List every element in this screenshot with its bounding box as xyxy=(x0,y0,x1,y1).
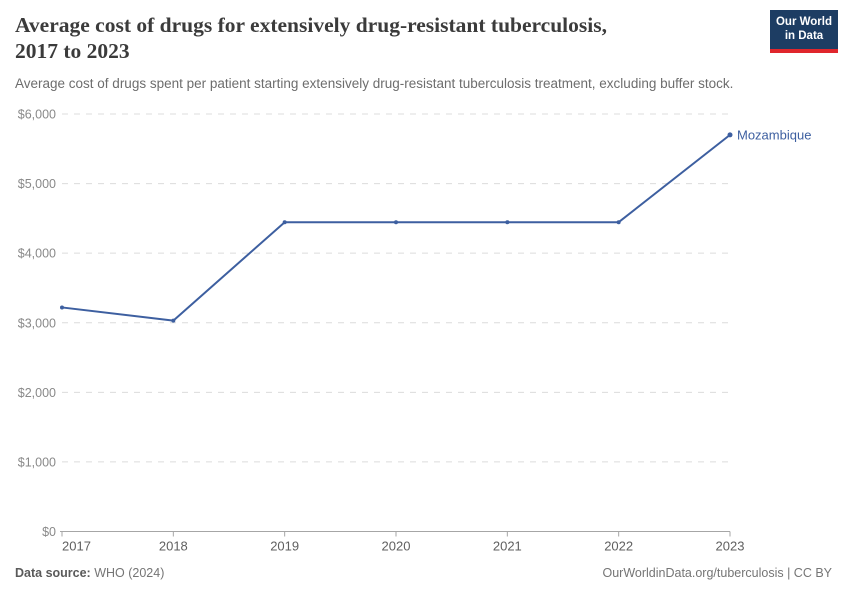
data-source-label: Data source: xyxy=(15,566,91,580)
data-point[interactable] xyxy=(394,220,398,225)
chart-footer: Data source: WHO (2024) OurWorldinData.o… xyxy=(15,566,832,580)
y-axis-label: $6,000 xyxy=(18,108,56,122)
line-chart[interactable]: $0 $1,000 $2,000 $3,000 $4,000 $5,000 $6,000 20… xyxy=(0,100,850,560)
chart-title-line2: 2017 to 2023 xyxy=(15,39,130,63)
series-line[interactable] xyxy=(61,133,731,322)
data-point[interactable] xyxy=(727,132,733,138)
x-axis-label: 2018 xyxy=(159,539,188,554)
y-axis-label: $3,000 xyxy=(18,316,56,330)
data-point[interactable] xyxy=(616,220,621,225)
data-source-value: WHO (2024) xyxy=(94,566,165,580)
chart-title-line1: Average cost of drugs for extensively dr… xyxy=(15,13,607,37)
chart-title: Average cost of drugs for extensively dr… xyxy=(15,12,715,64)
chart-subtitle: Average cost of drugs spent per patient … xyxy=(15,76,734,91)
x-axis-label: 2021 xyxy=(493,539,522,554)
data-source: Data source: WHO (2024) xyxy=(15,566,164,580)
data-point[interactable] xyxy=(60,305,64,310)
x-axis-label: 2022 xyxy=(604,539,633,554)
owid-logo-line2: in Data xyxy=(784,29,824,42)
x-axis-label: 2023 xyxy=(716,539,745,554)
owid-logo: Our World in Data xyxy=(770,10,838,53)
y-axis-label: $0 xyxy=(42,525,56,539)
y-axis-label: $4,000 xyxy=(18,247,56,261)
x-axis-label: 2019 xyxy=(270,539,299,554)
data-point[interactable] xyxy=(282,220,287,225)
x-axis-label: 2017 xyxy=(62,539,91,554)
owid-license-link[interactable]: OurWorldinData.org/tuberculosis | CC BY xyxy=(602,566,833,580)
data-point[interactable] xyxy=(171,318,176,323)
x-axis-label: 2020 xyxy=(382,539,411,554)
y-axis-label: $2,000 xyxy=(18,386,56,400)
owid-logo-line1: Our World xyxy=(775,16,832,28)
y-axis-label: $1,000 xyxy=(18,455,56,469)
entity-label[interactable]: Mozambique xyxy=(737,127,811,142)
y-axis-label: $5,000 xyxy=(18,177,56,191)
data-point[interactable] xyxy=(505,220,510,225)
